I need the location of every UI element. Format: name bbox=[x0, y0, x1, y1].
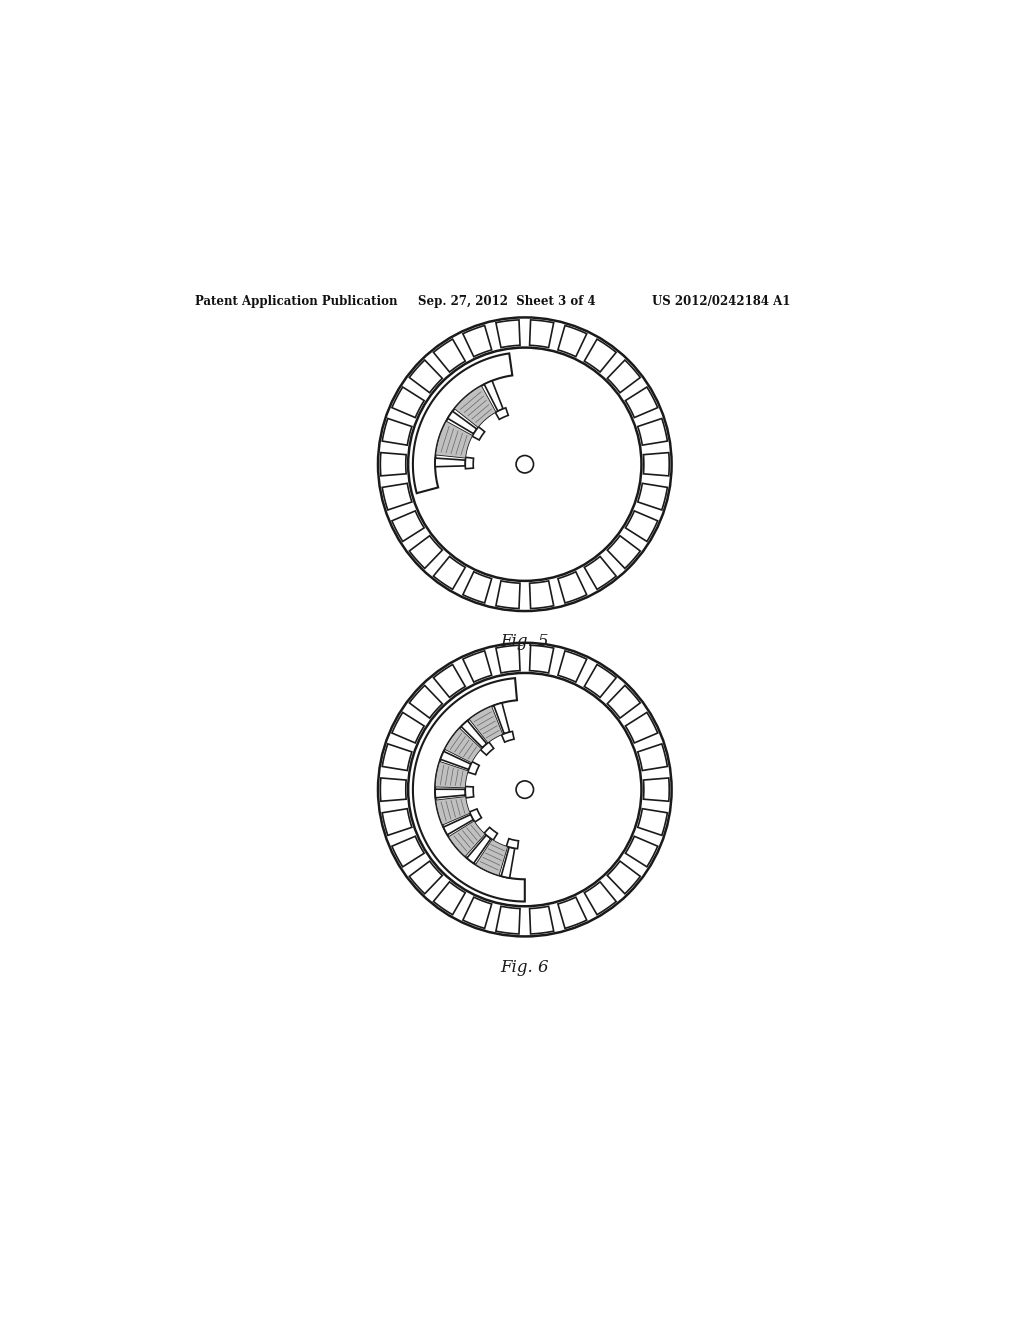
Polygon shape bbox=[463, 898, 492, 928]
Polygon shape bbox=[410, 861, 442, 894]
Polygon shape bbox=[607, 861, 640, 894]
Polygon shape bbox=[507, 838, 518, 849]
Polygon shape bbox=[410, 360, 442, 393]
Polygon shape bbox=[413, 354, 512, 494]
Polygon shape bbox=[496, 319, 520, 347]
Polygon shape bbox=[392, 837, 424, 867]
Polygon shape bbox=[496, 408, 508, 420]
Polygon shape bbox=[447, 412, 477, 434]
Polygon shape bbox=[435, 762, 468, 788]
Polygon shape bbox=[410, 536, 442, 569]
Polygon shape bbox=[472, 426, 484, 440]
Polygon shape bbox=[463, 651, 492, 682]
Polygon shape bbox=[502, 731, 514, 742]
Polygon shape bbox=[643, 453, 670, 477]
Polygon shape bbox=[469, 706, 503, 743]
Polygon shape bbox=[470, 809, 481, 822]
Polygon shape bbox=[382, 809, 412, 836]
Polygon shape bbox=[643, 777, 670, 801]
Polygon shape bbox=[496, 645, 520, 673]
Polygon shape bbox=[461, 721, 486, 747]
Text: Patent Application Publication: Patent Application Publication bbox=[196, 296, 398, 308]
Polygon shape bbox=[435, 458, 466, 467]
Text: Fig. 6: Fig. 6 bbox=[501, 958, 549, 975]
Polygon shape bbox=[484, 380, 503, 411]
Polygon shape bbox=[529, 645, 554, 673]
Polygon shape bbox=[449, 821, 485, 857]
Polygon shape bbox=[475, 840, 508, 875]
Polygon shape bbox=[558, 898, 587, 928]
Polygon shape bbox=[463, 326, 492, 356]
Circle shape bbox=[378, 643, 672, 936]
Polygon shape bbox=[501, 847, 515, 878]
Polygon shape bbox=[607, 685, 640, 718]
Text: US 2012/0242184 A1: US 2012/0242184 A1 bbox=[652, 296, 791, 308]
Polygon shape bbox=[410, 685, 442, 718]
Polygon shape bbox=[382, 744, 412, 771]
Polygon shape bbox=[585, 882, 616, 915]
Polygon shape bbox=[626, 837, 657, 867]
Polygon shape bbox=[496, 907, 520, 935]
Polygon shape bbox=[380, 777, 407, 801]
Polygon shape bbox=[433, 557, 465, 589]
Polygon shape bbox=[494, 702, 510, 734]
Text: Fig. 5: Fig. 5 bbox=[501, 634, 549, 651]
Polygon shape bbox=[607, 360, 640, 393]
Polygon shape bbox=[380, 453, 407, 477]
Polygon shape bbox=[382, 418, 412, 445]
Polygon shape bbox=[638, 418, 668, 445]
Polygon shape bbox=[626, 387, 657, 417]
Polygon shape bbox=[558, 572, 587, 603]
Polygon shape bbox=[585, 557, 616, 589]
Polygon shape bbox=[455, 385, 496, 428]
Polygon shape bbox=[529, 581, 554, 609]
Polygon shape bbox=[638, 744, 668, 771]
Polygon shape bbox=[585, 339, 616, 372]
Polygon shape bbox=[529, 907, 554, 935]
Polygon shape bbox=[467, 836, 490, 863]
Polygon shape bbox=[444, 729, 481, 763]
Polygon shape bbox=[585, 664, 616, 697]
Polygon shape bbox=[435, 789, 466, 797]
Polygon shape bbox=[435, 421, 473, 458]
Polygon shape bbox=[496, 581, 520, 609]
Polygon shape bbox=[529, 319, 554, 347]
Polygon shape bbox=[558, 651, 587, 682]
Polygon shape bbox=[413, 678, 524, 902]
Polygon shape bbox=[392, 387, 424, 417]
Text: Sep. 27, 2012  Sheet 3 of 4: Sep. 27, 2012 Sheet 3 of 4 bbox=[418, 296, 595, 308]
Polygon shape bbox=[484, 828, 498, 840]
Circle shape bbox=[378, 317, 672, 611]
Polygon shape bbox=[638, 483, 668, 510]
Polygon shape bbox=[607, 536, 640, 569]
Polygon shape bbox=[626, 511, 657, 541]
Polygon shape bbox=[626, 713, 657, 743]
Polygon shape bbox=[440, 751, 471, 770]
Polygon shape bbox=[392, 511, 424, 541]
Polygon shape bbox=[443, 814, 473, 834]
Polygon shape bbox=[638, 809, 668, 836]
Polygon shape bbox=[433, 664, 465, 697]
Polygon shape bbox=[382, 483, 412, 510]
Polygon shape bbox=[433, 339, 465, 372]
Polygon shape bbox=[480, 742, 494, 755]
Polygon shape bbox=[468, 762, 479, 775]
Polygon shape bbox=[558, 326, 587, 356]
Polygon shape bbox=[465, 457, 473, 469]
Polygon shape bbox=[465, 787, 474, 797]
Polygon shape bbox=[436, 796, 470, 825]
Polygon shape bbox=[392, 713, 424, 743]
Polygon shape bbox=[463, 572, 492, 603]
Polygon shape bbox=[433, 882, 465, 915]
